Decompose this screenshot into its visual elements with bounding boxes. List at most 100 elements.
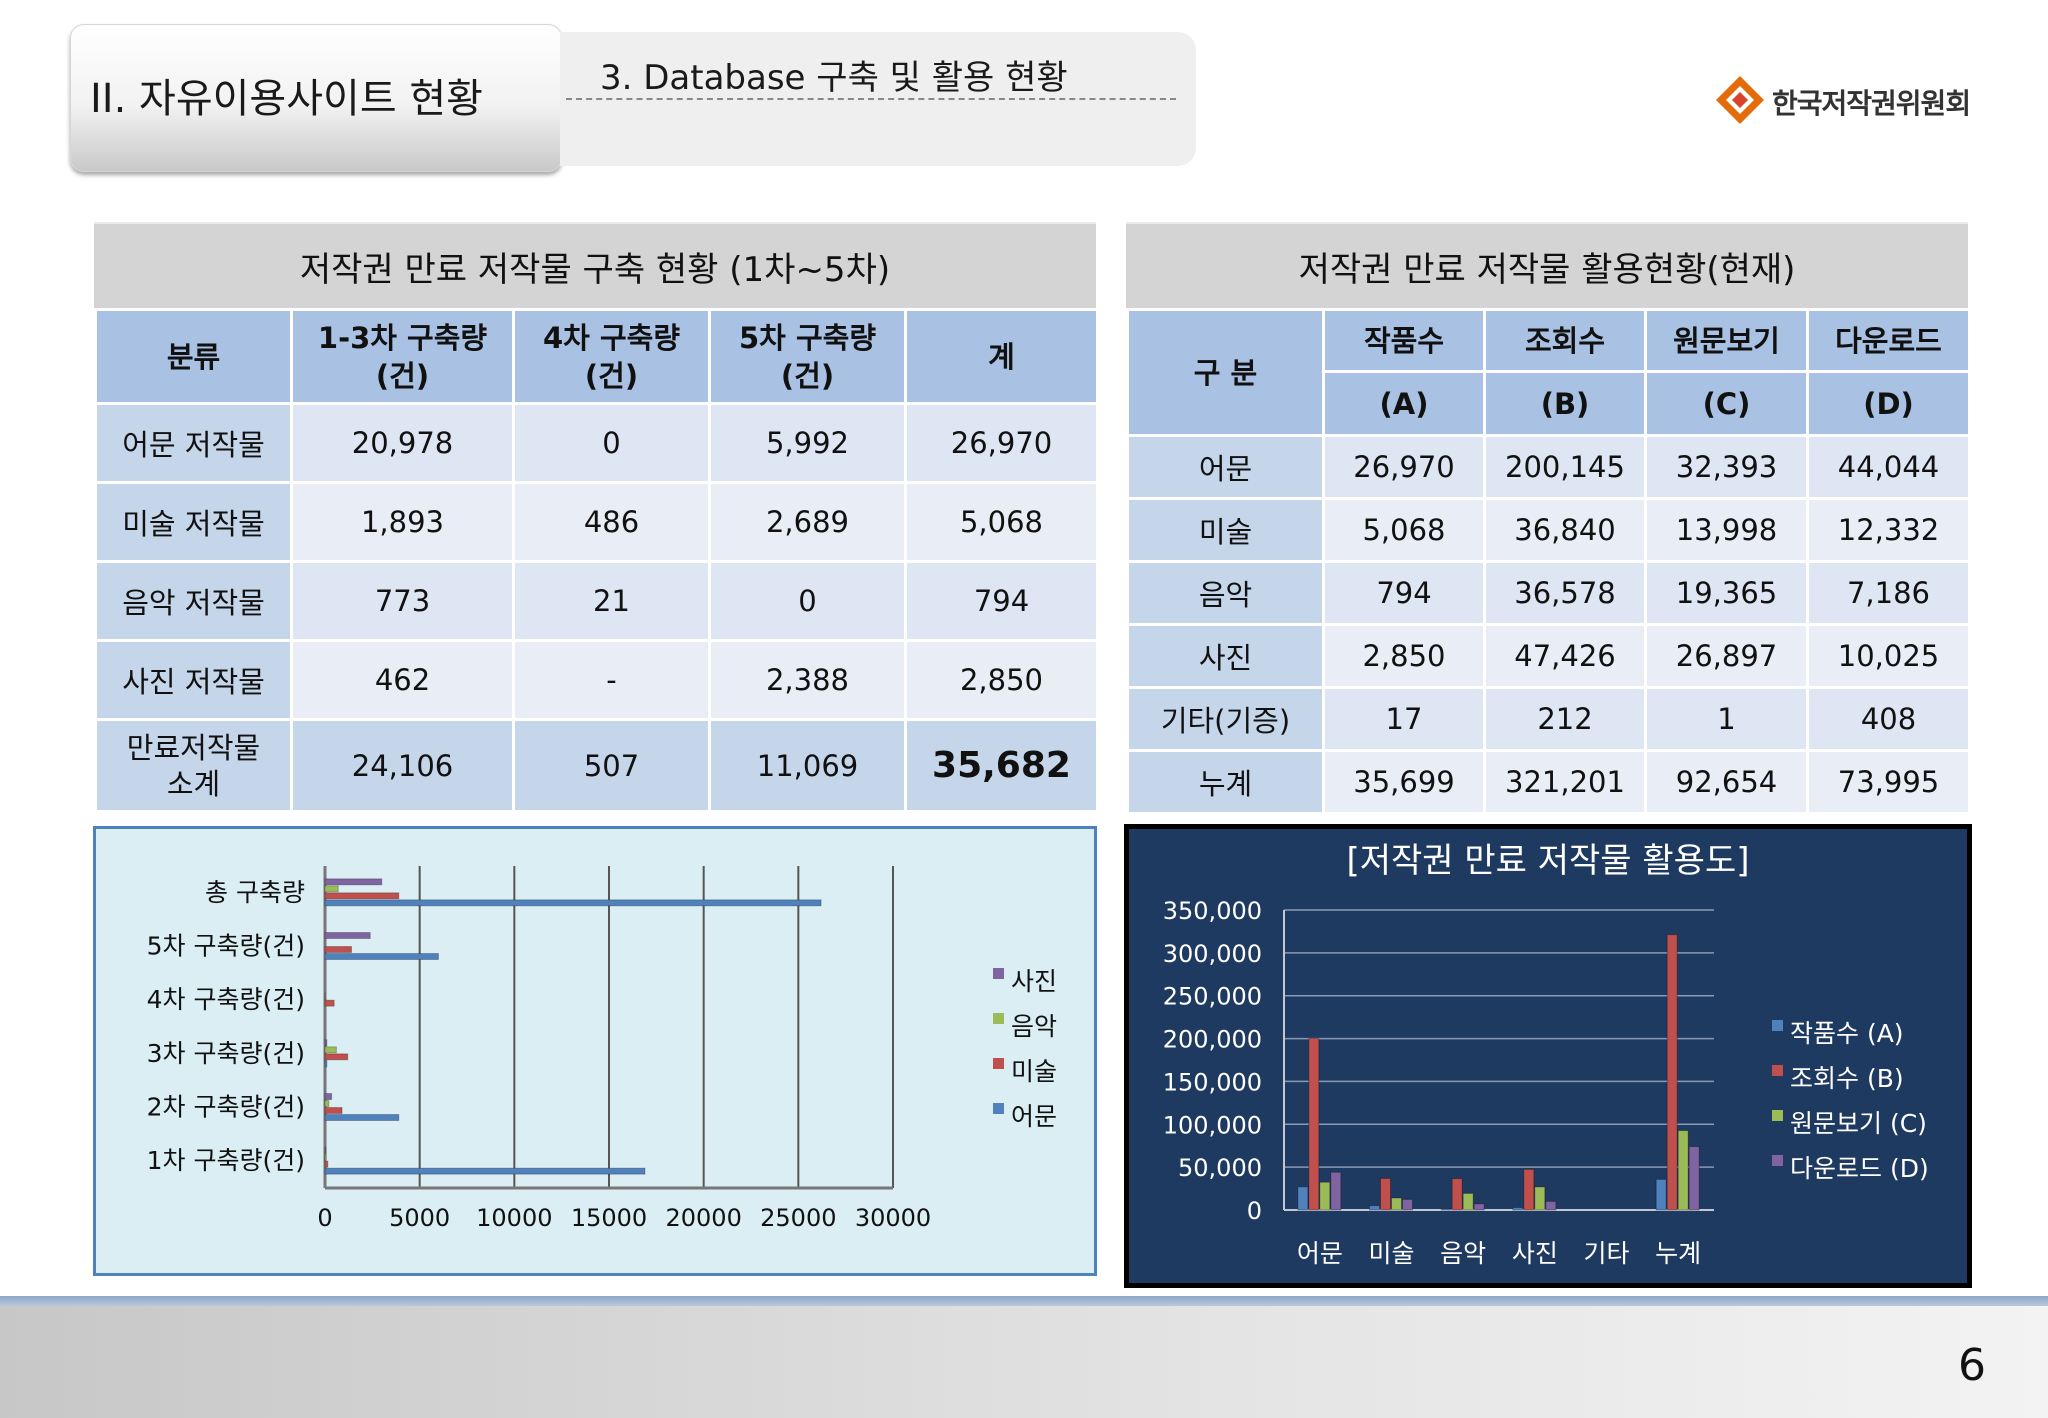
chart2-bar [1402, 1198, 1413, 1211]
table1-row-label: 미술 저작물 [94, 481, 293, 563]
table1-row-label: 만료저작물 소계 [94, 718, 293, 813]
chart2-y-tick-label: 250,000 [1163, 983, 1262, 1011]
table2-cell: 5,068 [1322, 497, 1486, 563]
table2-cell: 12,332 [1806, 497, 1971, 563]
table-row: 음악 저작물 773 21 0 794 [94, 560, 1099, 642]
chart2-y-tick-label: 50,000 [1178, 1154, 1262, 1182]
table-row: 기타(기증) 17 212 1 408 [1126, 686, 1971, 752]
chart2-bar [1380, 1177, 1391, 1211]
chart1-bar [324, 1160, 329, 1168]
table1-title: 저작권 만료 저작물 구축 현황 (1차~5차) [94, 222, 1096, 308]
table1-cell: 24,106 [290, 718, 515, 813]
chart1-legend-label: 어문 [1011, 1102, 1057, 1131]
table1-cell: 5,992 [708, 402, 907, 484]
table-row: 미술 5,068 36,840 13,998 12,332 [1126, 497, 1971, 563]
table2: 구 분 작품수 조회수 원문보기 다운로드 (A) (B) (C) (D) 어문… [1126, 308, 1971, 815]
table2-cell: 92,654 [1644, 749, 1809, 815]
table1-header-cell: 분류 [94, 308, 293, 405]
chart2-bar [1330, 1171, 1342, 1211]
chart1-bar [324, 953, 439, 960]
table2-cell: 321,201 [1483, 749, 1647, 815]
chart2-bar [1297, 1186, 1309, 1211]
chart2-legend-swatch [1772, 1065, 1783, 1076]
chart1-bar [324, 899, 822, 907]
table1-header-cell: 계 [904, 308, 1099, 405]
chart2-category-label: 음악 [1440, 1239, 1486, 1268]
table2-cell: 17 [1322, 686, 1486, 752]
table2-cell: 26,897 [1644, 623, 1809, 689]
chart2-legend-swatch [1772, 1020, 1783, 1031]
table1-cell: 26,970 [904, 402, 1099, 484]
chart1-bar [324, 1060, 328, 1068]
table1-cell: 2,689 [708, 481, 907, 563]
table2-cell: 73,995 [1806, 749, 1971, 815]
chart1-bar [324, 1046, 337, 1054]
section-tab [70, 24, 562, 172]
table2-cell: 7,186 [1806, 560, 1971, 626]
table1-header-cell: 1-3차 구축량 (건) [290, 308, 515, 405]
chart2-bar [1666, 934, 1678, 1211]
chart2-category-label: 기타 [1583, 1239, 1629, 1268]
chart2-y-tick-label: 100,000 [1163, 1111, 1262, 1139]
chart2-bar [1688, 1146, 1700, 1211]
table-row: 음악 794 36,578 19,365 7,186 [1126, 560, 1971, 626]
chart1-x-tick-label: 15000 [571, 1204, 647, 1232]
table2-header-sub: (D) [1806, 370, 1971, 437]
table2-cell: 794 [1322, 560, 1486, 626]
table2-cell: 13,998 [1644, 497, 1809, 563]
chart1-bar [324, 1053, 349, 1061]
chart2-category-label: 어문 [1297, 1239, 1343, 1268]
chart2-y-tick-label: 300,000 [1163, 940, 1262, 968]
table2-cell: 26,970 [1322, 434, 1486, 500]
table1-cell: 20,978 [290, 402, 515, 484]
table2-header-sub: (A) [1322, 370, 1486, 437]
chart1-legend-label: 미술 [1011, 1057, 1057, 1086]
chart1-legend-label: 음악 [1011, 1012, 1057, 1041]
table1-cell: - [512, 639, 711, 721]
table1-title-text: 저작권 만료 저작물 구축 현황 (1차~5차) [299, 249, 891, 290]
table1-cell: 794 [904, 560, 1099, 642]
table1-header-cell: 4차 구축량 (건) [512, 308, 711, 405]
chart1-bar [324, 1100, 330, 1107]
chart1-x-tick-label: 20000 [665, 1204, 741, 1232]
sub-title: 3. Database 구축 및 활용 현황 [600, 58, 1068, 98]
table1-cell: 5,068 [904, 481, 1099, 563]
chart1-x-tick-label: 5000 [389, 1204, 450, 1232]
chart1-category-label: 4차 구축량(건) [147, 985, 305, 1014]
chart1-legend-swatch [993, 1013, 1004, 1024]
chart2-legend-label: 작품수 (A) [1790, 1019, 1904, 1048]
chart2-y-tick-label: 200,000 [1163, 1026, 1262, 1054]
table-row: 미술 저작물 1,893 486 2,689 5,068 [94, 481, 1099, 563]
table2-header-cell: 구 분 [1126, 308, 1325, 437]
table2-cell: 200,145 [1483, 434, 1647, 500]
chart2-bar [1523, 1168, 1535, 1211]
footer-band [0, 1296, 2048, 1418]
table-row: 누계 35,699 321,201 92,654 73,995 [1126, 749, 1971, 815]
chart1-bar [324, 885, 339, 893]
chart1-legend-swatch [993, 1058, 1004, 1069]
table1-row-label: 음악 저작물 [94, 560, 293, 642]
table2-cell: 10,025 [1806, 623, 1971, 689]
table2-row-label: 누계 [1126, 749, 1325, 815]
chart1-category-label: 총 구축량 [205, 878, 305, 907]
chart1: 0 5000 10000 15000 20000 25000 30000 1차 구축량(건) 2… [147, 866, 1057, 1232]
chart1-x-tick-label: 10000 [476, 1204, 552, 1232]
table1-cell: 773 [290, 560, 515, 642]
table2-header-cell: 다운로드 [1806, 308, 1971, 373]
chart2-legend-label: 조회수 (B) [1790, 1064, 1904, 1093]
table1-total-cell: 35,682 [904, 718, 1099, 813]
table1: 분류 1-3차 구축량 (건) 4차 구축량 (건) 5차 구축량 (건) 계 … [94, 308, 1099, 813]
chart2-bar [1451, 1178, 1463, 1211]
table-row: 사진 저작물 462 - 2,388 2,850 [94, 639, 1099, 721]
chart1-legend-label: 사진 [1011, 967, 1057, 996]
table2-cell: 36,840 [1483, 497, 1647, 563]
page-number: 6 [1958, 1340, 1986, 1391]
table2-cell: 212 [1483, 686, 1647, 752]
table2-cell: 47,426 [1483, 623, 1647, 689]
chart1-bar [324, 1114, 400, 1121]
chart1-category-label: 2차 구축량(건) [147, 1093, 305, 1122]
chart2-legend-swatch [1772, 1110, 1783, 1121]
chart1-bar [324, 932, 371, 939]
chart1-legend-swatch [993, 1103, 1004, 1114]
table2-cell: 36,578 [1483, 560, 1647, 626]
